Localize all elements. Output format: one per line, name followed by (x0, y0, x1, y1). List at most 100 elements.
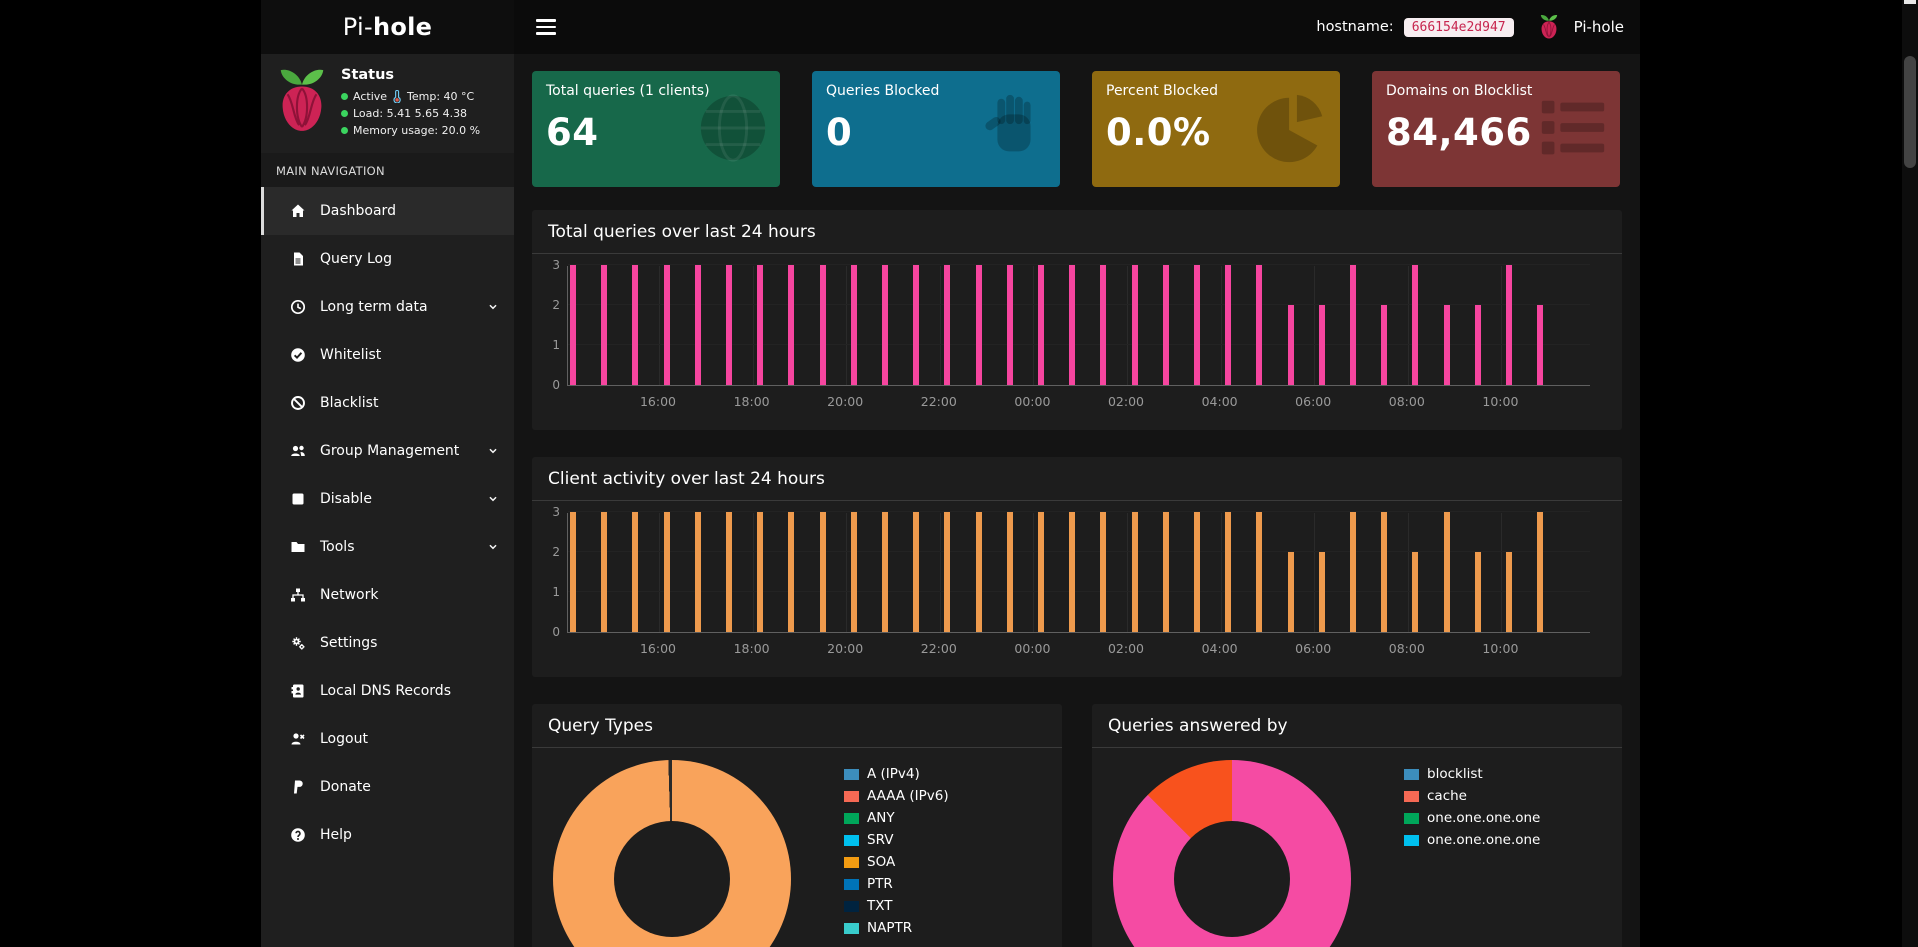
bar (1069, 512, 1076, 632)
bar (1225, 512, 1232, 632)
navbar-right: hostname: 666154e2d947 Pi-hole (1316, 14, 1640, 40)
bar (663, 265, 670, 385)
list-icon (1534, 89, 1612, 171)
sidebar-item-whitelist[interactable]: Whitelist (261, 331, 514, 379)
sidebar-item-query-log[interactable]: Query Log (261, 235, 514, 283)
sidebar-item-network[interactable]: Network (261, 571, 514, 619)
navbar-brand-right[interactable]: Pi-hole (1573, 18, 1624, 36)
bar (601, 265, 608, 385)
sidebar-item-label: Logout (320, 731, 368, 747)
legend-label: NAPTR (867, 920, 913, 936)
sidebar-item-dashboard[interactable]: Dashboard (261, 187, 514, 235)
legend-swatch (844, 790, 859, 802)
gridline (1127, 513, 1128, 632)
paypal-icon (290, 779, 307, 795)
bar (1100, 265, 1107, 385)
y-tick-label: 3 (552, 258, 560, 272)
bar (1350, 512, 1356, 632)
legend-swatch (844, 922, 859, 934)
hamburger-menu-icon[interactable] (536, 19, 556, 35)
x-axis-labels: 16:00 18:00 20:00 22:00 00:00 02:00 04:00 06:00… (567, 394, 1590, 416)
bar (726, 265, 732, 385)
card-queries-blocked[interactable]: Queries Blocked 0 (812, 71, 1060, 187)
client-activity-chart[interactable]: 16:00 18:00 20:00 22:00 00:00 02:00 04:00 06:00… (532, 501, 1622, 677)
legend-item[interactable]: TXT (844, 895, 949, 917)
x-axis-labels: 16:00 18:00 20:00 22:00 00:00 02:00 04:00 06:00… (567, 641, 1590, 663)
bar-plot (567, 264, 1590, 386)
legend-item[interactable]: SRV (844, 829, 949, 851)
chevron-down-icon (486, 492, 500, 506)
legend-item[interactable]: one.one.one.one (1404, 829, 1540, 851)
gridline (568, 591, 1590, 592)
x-tick-label: 00:00 (1014, 394, 1051, 409)
x-tick-label: 04:00 (1201, 394, 1238, 409)
legend-item[interactable]: A (IPv4) (844, 763, 949, 785)
card-percent-blocked[interactable]: Percent Blocked 0.0% (1092, 71, 1340, 187)
x-tick-label: 10:00 (1482, 394, 1519, 409)
gridline (1501, 266, 1503, 385)
card-title: Queries Blocked (826, 83, 940, 99)
sidebar-item-label: Disable (320, 491, 372, 507)
legend-item[interactable]: PTR (844, 873, 949, 895)
card-total-queries[interactable]: Total queries (1 clients) 64 (532, 71, 780, 187)
gridline (1033, 513, 1035, 632)
bar (1194, 512, 1200, 632)
total-queries-chart[interactable]: 16:00 18:00 20:00 22:00 00:00 02:00 04:00 06:00… (532, 254, 1622, 430)
brand-logo[interactable]: Pi-hole (261, 0, 514, 54)
sidebar-item-tools[interactable]: Tools (261, 523, 514, 571)
legend-label: A (IPv4) (867, 766, 920, 782)
scrollbar-thumb[interactable] (1904, 56, 1916, 168)
legend-item[interactable]: ANY (844, 807, 949, 829)
sidebar-item-label: Donate (320, 779, 371, 795)
question-icon (290, 827, 307, 843)
bar (1006, 512, 1013, 632)
legend-item[interactable]: one.one.one.one (1404, 807, 1540, 829)
bar (694, 512, 701, 632)
ban-icon (290, 395, 307, 411)
queries-answered-donut[interactable] (1113, 760, 1351, 947)
page-scrollbar[interactable] (1902, 0, 1918, 947)
status-load-dot (341, 110, 348, 117)
status-active-label: Active (353, 90, 388, 103)
sidebar-item-help[interactable]: Help (261, 811, 514, 859)
legend-item[interactable]: blocklist (1404, 763, 1540, 785)
bar (1506, 552, 1512, 632)
bar (570, 265, 576, 385)
sidebar-item-blacklist[interactable]: Blacklist (261, 379, 514, 427)
sidebar-item-donate[interactable]: Donate (261, 763, 514, 811)
chevron-down-icon (486, 300, 500, 314)
y-tick-label: 0 (552, 625, 560, 639)
sidebar-item-long-term-data[interactable]: Long term data (261, 283, 514, 331)
logout-icon (290, 731, 307, 747)
gridline (1407, 513, 1409, 632)
sidebar-item-group-management[interactable]: Group Management (261, 427, 514, 475)
gridline (1501, 513, 1503, 632)
legend-item[interactable]: SOA (844, 851, 949, 873)
sidebar-item-label: Blacklist (320, 395, 379, 411)
bar (1318, 552, 1325, 632)
y-tick-label: 2 (552, 545, 560, 559)
card-domains-blocklist[interactable]: Domains on Blocklist 84,466 (1372, 71, 1620, 187)
legend-item[interactable]: cache (1404, 785, 1540, 807)
chart-title: Client activity over last 24 hours (532, 457, 1622, 501)
sidebar-item-local-dns-records[interactable]: Local DNS Records (261, 667, 514, 715)
bar (1474, 305, 1481, 385)
legend-item[interactable]: NAPTR (844, 917, 949, 939)
sidebar-item-logout[interactable]: Logout (261, 715, 514, 763)
status-memory-dot (341, 127, 348, 134)
y-tick-label: 2 (552, 298, 560, 312)
bar (1069, 265, 1076, 385)
sidebar-item-label: Group Management (320, 443, 460, 459)
legend-swatch (844, 900, 859, 912)
sidebar-item-disable[interactable]: Disable (261, 475, 514, 523)
sidebar-item-settings[interactable]: Settings (261, 619, 514, 667)
bar (850, 265, 857, 385)
x-tick-label: 16:00 (639, 394, 677, 409)
legend-item[interactable]: AAAA (IPv6) (844, 785, 949, 807)
sidebar-item-label: Tools (320, 539, 355, 555)
bar (819, 265, 826, 385)
bar (1006, 265, 1013, 385)
sidebar-menu: Dashboard Query Log Long term data Whitelis… (261, 187, 514, 859)
bar (913, 512, 920, 632)
query-types-donut[interactable] (553, 760, 791, 947)
